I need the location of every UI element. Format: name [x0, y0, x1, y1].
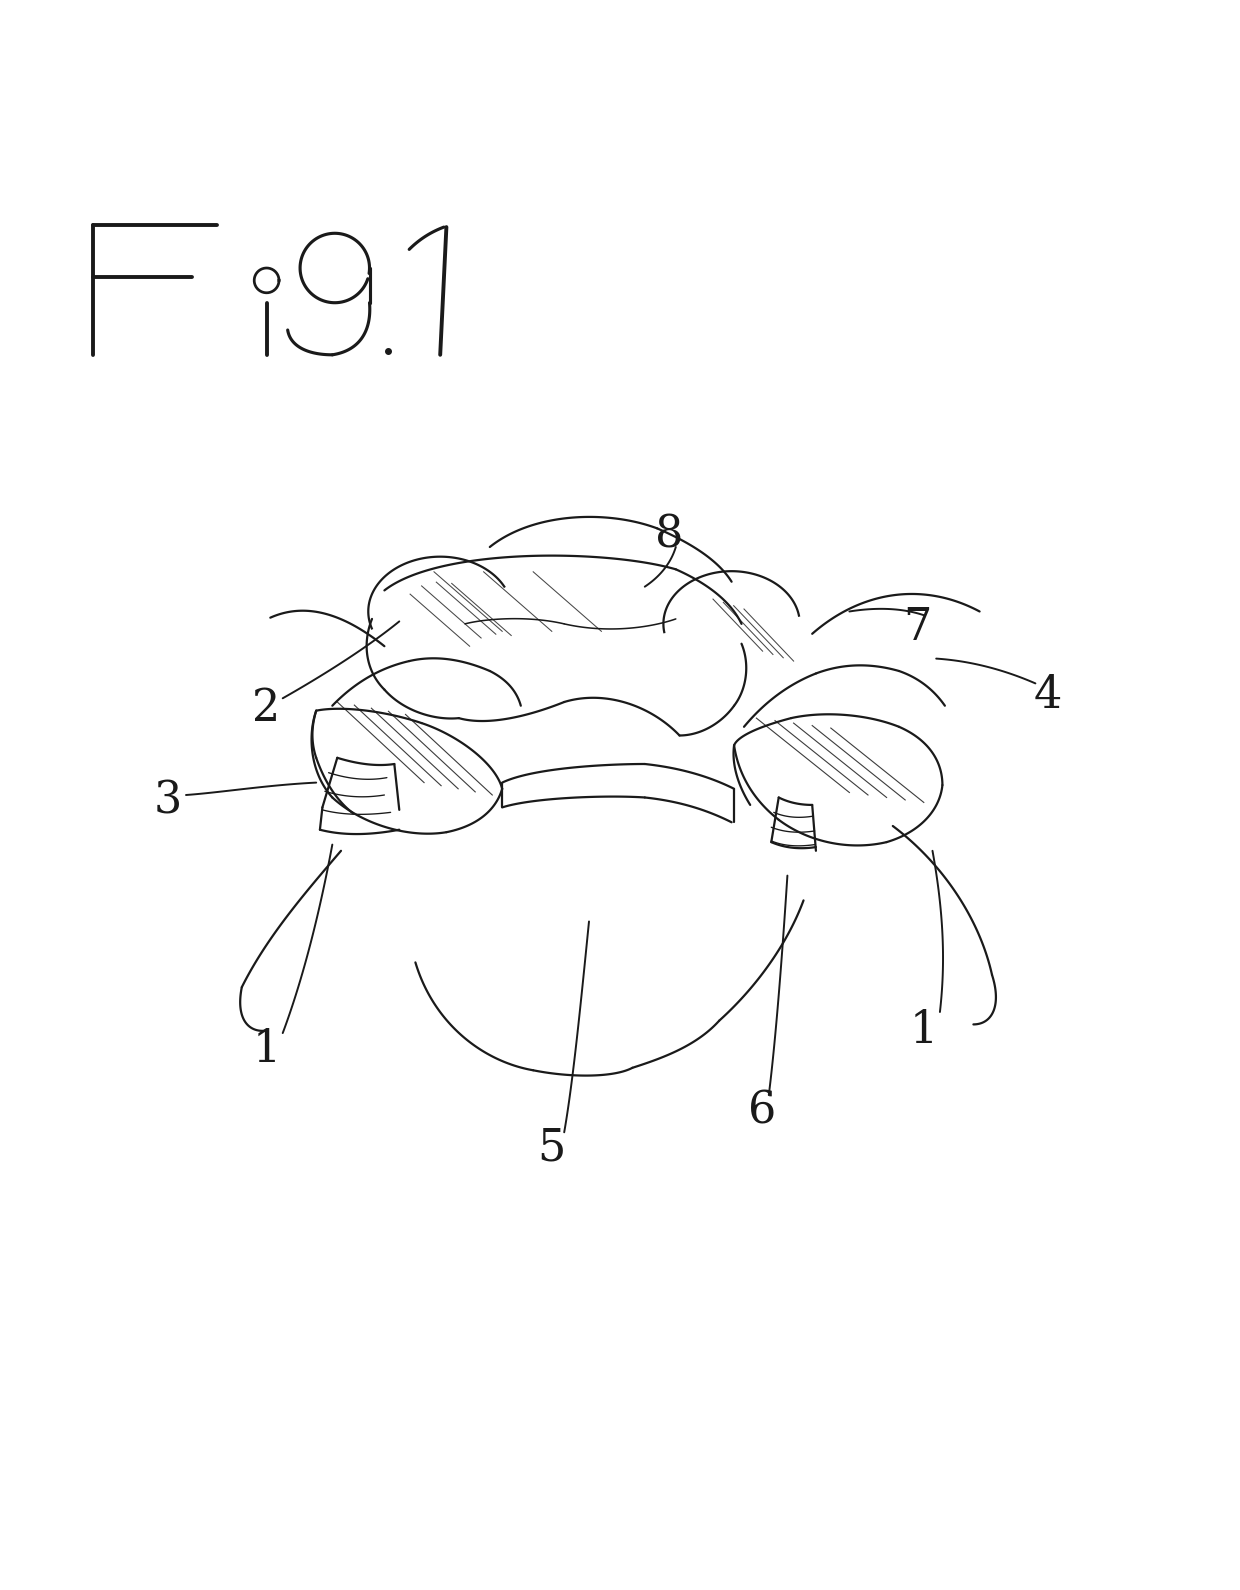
- Text: 8: 8: [656, 514, 683, 556]
- Text: 2: 2: [253, 687, 280, 730]
- Text: 7: 7: [904, 606, 931, 649]
- Text: 4: 4: [1034, 674, 1061, 717]
- Text: 6: 6: [749, 1089, 776, 1132]
- Text: 1: 1: [910, 1010, 937, 1053]
- Text: 1: 1: [253, 1027, 280, 1070]
- Text: 5: 5: [538, 1127, 565, 1170]
- Text: 3: 3: [154, 779, 181, 822]
